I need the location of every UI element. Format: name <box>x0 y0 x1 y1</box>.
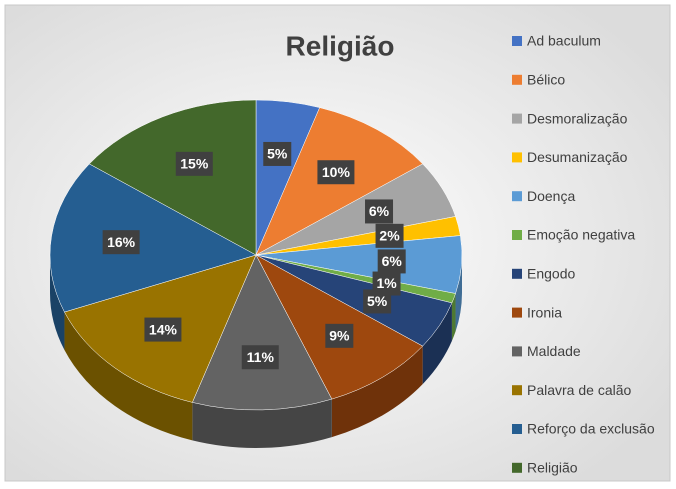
pie-slice <box>88 99 257 256</box>
pie-side <box>455 255 462 332</box>
data-label-box <box>175 151 213 176</box>
pie-side <box>331 346 423 438</box>
data-label: 1% <box>376 275 397 291</box>
legend-swatch <box>512 307 522 318</box>
data-label-box <box>365 199 394 224</box>
pie-side <box>192 399 332 448</box>
data-label-box <box>363 289 392 314</box>
data-label-box <box>317 160 355 185</box>
pie-side <box>64 312 193 441</box>
legend-label: Ironia <box>527 304 562 320</box>
legend-label: Doença <box>527 188 575 204</box>
data-label: 5% <box>367 293 388 309</box>
legend-label: Emoção negativa <box>527 227 635 243</box>
data-label: 11% <box>247 349 275 365</box>
data-label-box <box>241 345 279 370</box>
legend-swatch <box>512 230 522 240</box>
pie-side <box>451 293 456 341</box>
pie-slice <box>49 163 257 313</box>
legend-label: Bélico <box>527 72 565 88</box>
legend-swatch <box>512 346 522 357</box>
legend-swatch <box>512 462 522 473</box>
data-label: 16% <box>107 234 136 250</box>
pie-slice <box>191 254 333 411</box>
legend-label: Maldade <box>527 343 581 359</box>
legend-swatch <box>512 36 522 46</box>
data-label-box <box>325 323 354 348</box>
data-label: 15% <box>180 156 209 172</box>
legend-label: Desmoralização <box>527 110 628 126</box>
legend-label: Desumanização <box>527 149 628 165</box>
legend-label: Ad baculum <box>527 33 601 49</box>
data-label-box <box>102 230 140 255</box>
data-label-box <box>377 249 406 274</box>
pie-side <box>50 255 65 351</box>
data-label: 14% <box>149 321 178 337</box>
legend-swatch <box>512 113 522 124</box>
data-label: 2% <box>379 228 400 244</box>
legend: Ad baculum Bélico Desmoralização Desumaniza… <box>512 33 655 476</box>
legend-swatch <box>512 191 522 202</box>
legend-label: Religião <box>527 460 578 476</box>
data-label-box <box>375 223 404 248</box>
data-label: 10% <box>322 164 351 180</box>
data-label: 6% <box>369 203 390 219</box>
data-label: 5% <box>267 146 288 162</box>
legend-swatch <box>512 74 522 85</box>
legend-swatch <box>512 424 522 434</box>
pie-side <box>422 302 452 385</box>
legend-label: Palavra de calão <box>527 382 632 398</box>
chart-title: Religião <box>286 30 395 61</box>
pie-sides <box>50 255 462 448</box>
data-label: 9% <box>329 328 350 344</box>
data-label-box <box>263 141 292 166</box>
legend-label: Engodo <box>527 266 575 282</box>
legend-swatch <box>512 152 522 163</box>
legend-swatch <box>512 385 522 396</box>
data-labels: 5% 10% 6% 2% 6% 1% 5% 9% 11% 14% 16% 15% <box>102 141 406 370</box>
legend-swatch <box>512 268 522 279</box>
data-label-box <box>144 317 182 342</box>
data-label: 6% <box>382 253 403 269</box>
legend-label: Reforço da exclusão <box>527 421 655 437</box>
